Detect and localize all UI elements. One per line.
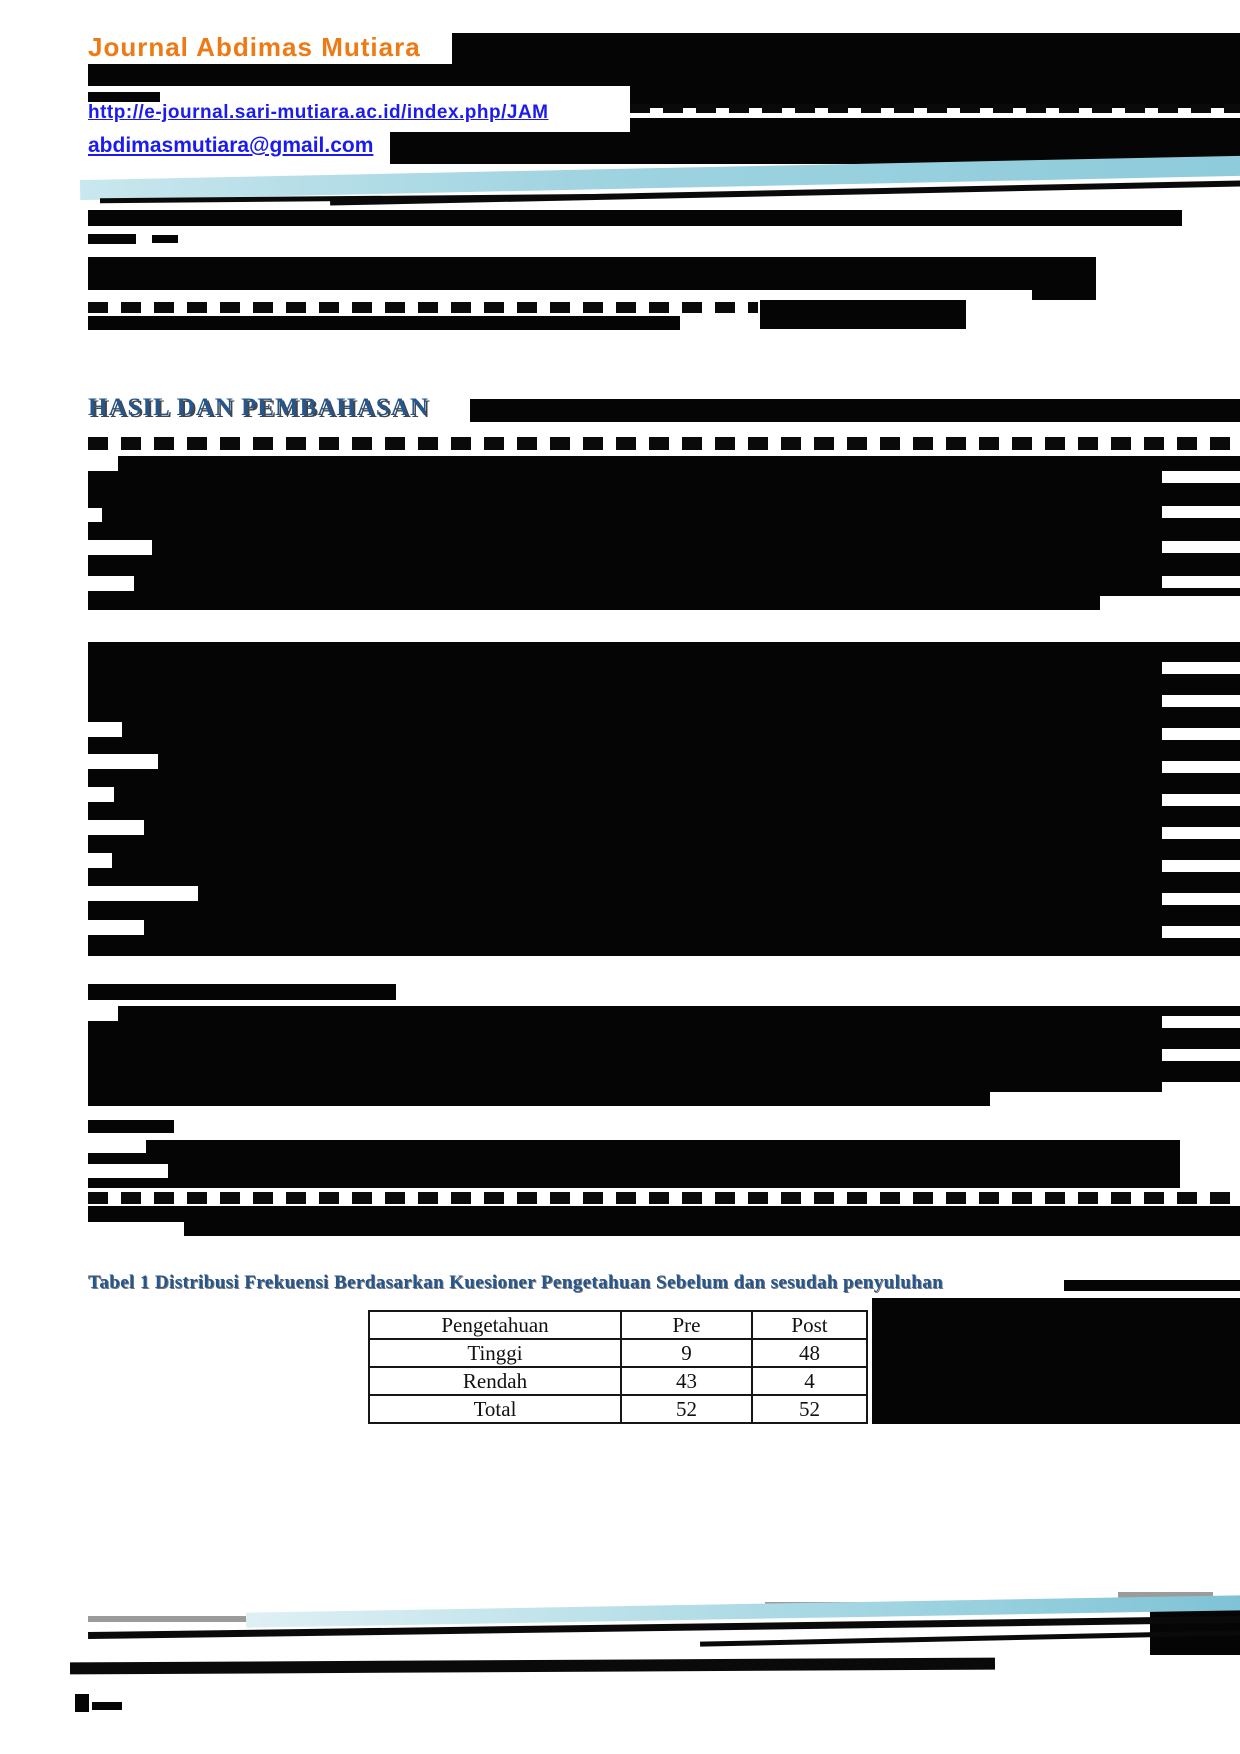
redaction-bar bbox=[88, 642, 1240, 956]
redaction-bar bbox=[75, 1694, 89, 1712]
table-cell: 52 bbox=[751, 1394, 868, 1424]
redaction-bar bbox=[630, 118, 1240, 132]
redaction-gap bbox=[88, 576, 134, 591]
table-cell: Tinggi bbox=[368, 1338, 622, 1368]
redaction-gap bbox=[1162, 926, 1240, 938]
redaction-gap bbox=[88, 754, 158, 769]
redaction-gap bbox=[1162, 761, 1240, 773]
redaction-gap bbox=[1162, 471, 1240, 483]
redaction-gap bbox=[88, 886, 198, 901]
redaction-bar bbox=[1032, 288, 1096, 300]
redaction-bar bbox=[88, 234, 136, 244]
redaction-gap bbox=[1162, 893, 1240, 905]
redaction-dash bbox=[88, 437, 1240, 450]
redaction-gap bbox=[1162, 506, 1240, 518]
redaction-dash bbox=[630, 104, 1240, 113]
table-header-cell: Pre bbox=[620, 1310, 753, 1340]
knowledge-pre-post-table: Pengetahuan Pre Post Tinggi 9 48 Rendah 43 4 Tota… bbox=[368, 1310, 868, 1424]
redaction-bar bbox=[88, 1006, 1240, 1106]
redaction-bar bbox=[760, 300, 966, 329]
redaction-gap bbox=[1180, 1140, 1240, 1188]
redaction-bar bbox=[88, 92, 160, 103]
redaction-gap bbox=[1162, 1049, 1240, 1061]
redaction-bar bbox=[88, 1206, 1240, 1236]
redaction-gap bbox=[88, 1006, 118, 1021]
redaction-gray bbox=[88, 1616, 258, 1622]
table-cell: Rendah bbox=[368, 1366, 622, 1396]
table-row: Rendah 43 4 bbox=[368, 1366, 868, 1396]
redaction-bar bbox=[92, 1702, 122, 1710]
table-cell: 9 bbox=[620, 1338, 753, 1368]
redaction-bar bbox=[88, 1120, 174, 1133]
redaction-gap bbox=[88, 456, 118, 471]
table-row: Tinggi 9 48 bbox=[368, 1338, 868, 1368]
table-cell: 48 bbox=[751, 1338, 868, 1368]
journal-title: Journal Abdimas Mutiara bbox=[88, 32, 421, 62]
redaction-gap bbox=[1162, 827, 1240, 839]
redaction-gap bbox=[1162, 541, 1240, 553]
table-cell: 4 bbox=[751, 1366, 868, 1396]
redaction-bar bbox=[152, 235, 178, 243]
table-cell: 43 bbox=[620, 1366, 753, 1396]
redaction-gap bbox=[1100, 596, 1240, 610]
redaction-gap bbox=[88, 508, 102, 522]
redaction-bar bbox=[88, 257, 1096, 290]
table-cell: Total bbox=[368, 1394, 622, 1424]
redaction-gap bbox=[1162, 728, 1240, 740]
redaction-gap bbox=[88, 540, 152, 555]
redaction-gap bbox=[1162, 576, 1240, 588]
redaction-bar bbox=[88, 984, 396, 1000]
redaction-gap bbox=[88, 1222, 184, 1236]
table-row: Total 52 52 bbox=[368, 1394, 868, 1424]
section-heading: HASIL DAN PEMBAHASAN bbox=[88, 394, 429, 421]
redaction-gap bbox=[88, 853, 112, 868]
redaction-gap bbox=[1162, 662, 1240, 674]
journal-url-link[interactable]: http://e-journal.sari-mutiara.ac.id/inde… bbox=[88, 102, 555, 124]
redaction-dash bbox=[88, 1192, 1240, 1204]
redaction-dash bbox=[88, 302, 758, 313]
redaction-gap bbox=[1162, 695, 1240, 707]
journal-email-link[interactable]: abdimasmutiara@gmail.com bbox=[88, 134, 380, 158]
redaction-gap bbox=[1162, 860, 1240, 872]
table-header-row: Pengetahuan Pre Post bbox=[368, 1310, 868, 1340]
redaction-bar bbox=[470, 399, 1240, 422]
redaction-bar bbox=[88, 64, 452, 86]
redaction-gap bbox=[88, 820, 144, 835]
table-header-cell: Pengetahuan bbox=[368, 1310, 622, 1340]
redaction-bar bbox=[630, 86, 1240, 108]
redaction-gap bbox=[88, 920, 144, 935]
redaction-bar bbox=[1064, 1280, 1240, 1291]
redaction-bar bbox=[88, 1140, 1240, 1188]
table-header-cell: Post bbox=[751, 1310, 868, 1340]
redaction-bar bbox=[88, 316, 680, 330]
redaction-bar bbox=[872, 1298, 1240, 1424]
redaction-bar bbox=[452, 33, 1240, 86]
redaction-bar bbox=[88, 210, 1182, 226]
redaction-bar bbox=[88, 456, 1240, 610]
redaction-gap bbox=[1162, 794, 1240, 806]
redaction-gap bbox=[88, 1140, 146, 1153]
redaction-gap bbox=[88, 787, 114, 802]
redaction-gap bbox=[1162, 1082, 1240, 1094]
redaction-gap bbox=[88, 722, 122, 737]
redaction-gap bbox=[88, 1164, 168, 1178]
table-caption: Tabel 1 Distribusi Frekuensi Berdasarkan… bbox=[88, 1272, 944, 1293]
redaction-gap bbox=[1162, 1016, 1240, 1028]
table-cell: 52 bbox=[620, 1394, 753, 1424]
redaction-gap bbox=[990, 1092, 1240, 1106]
